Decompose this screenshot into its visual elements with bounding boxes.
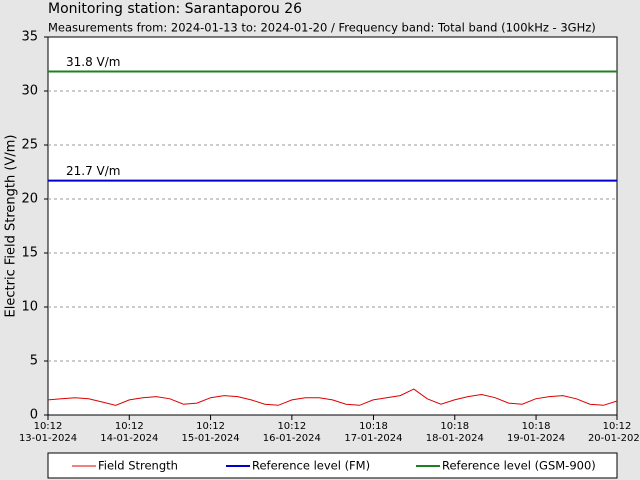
chart-subtitle: Measurements from: 2024-01-13 to: 2024-0… (48, 21, 596, 35)
legend-label: Reference level (FM) (252, 459, 370, 473)
y-tick-label: 15 (21, 246, 38, 261)
y-tick-label: 5 (30, 354, 38, 369)
x-tick-label: 10:12 (603, 421, 632, 432)
y-tick-label: 10 (21, 300, 38, 315)
y-axis-label: Electric Field Strength (V/m) (4, 135, 19, 318)
legend-label: Reference level (GSM-900) (442, 459, 596, 473)
legend (47, 452, 618, 479)
x-tick-label: 10:18 (522, 421, 551, 432)
legend-label: Field Strength (98, 459, 178, 473)
x-tick-label: 10:18 (440, 421, 469, 432)
y-tick-label: 35 (21, 30, 38, 45)
x-tick-label: 10:18 (359, 421, 388, 432)
chart-title: Monitoring station: Sarantaporou 26 (48, 1, 302, 17)
y-tick-label: 0 (30, 408, 38, 423)
x-tick-label: 10:12 (34, 421, 63, 432)
x-tick-label: 10:12 (196, 421, 225, 432)
x-tick-label: 10:12 (277, 421, 306, 432)
x-tick-label: 15-01-2024 (182, 433, 240, 444)
plot-area (47, 36, 618, 416)
y-tick-label: 30 (21, 84, 38, 99)
x-tick-label: 16-01-2024 (263, 433, 321, 444)
y-tick-label: 25 (21, 138, 38, 153)
reference-label: 21.7 V/m (66, 164, 120, 178)
x-tick-label: 13-01-2024 (19, 433, 77, 444)
x-tick-label: 20-01-2024 (588, 433, 640, 444)
y-tick-label: 20 (21, 192, 38, 207)
x-tick-label: 14-01-2024 (100, 433, 158, 444)
x-tick-label: 18-01-2024 (426, 433, 484, 444)
x-tick-label: 19-01-2024 (507, 433, 565, 444)
x-tick-label: 10:12 (115, 421, 144, 432)
reference-label: 31.8 V/m (66, 55, 120, 69)
data-line (47, 388, 618, 406)
x-tick-label: 17-01-2024 (344, 433, 402, 444)
